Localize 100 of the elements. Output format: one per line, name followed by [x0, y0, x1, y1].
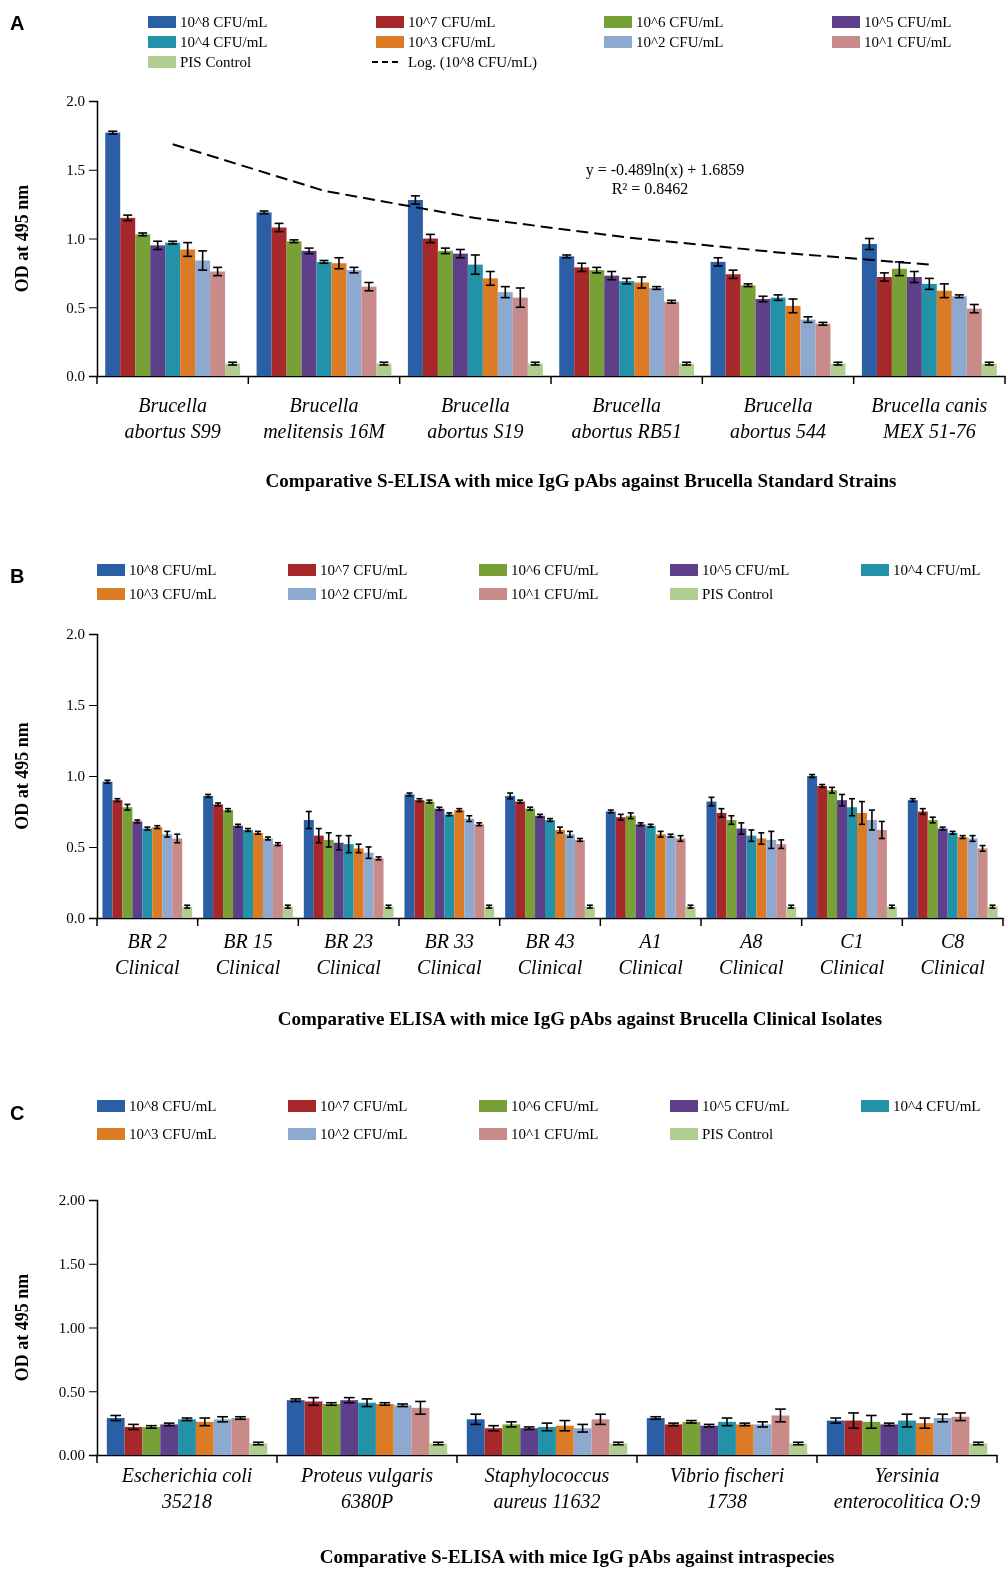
legend-label: 10^6 CFU/mL [511, 562, 599, 578]
bar [847, 807, 857, 918]
bar [675, 838, 686, 918]
legend-label: 10^8 CFU/mL [180, 14, 268, 30]
legend-label: 10^5 CFU/mL [864, 14, 952, 30]
bar [619, 281, 635, 376]
bar [358, 1402, 376, 1455]
bar [393, 1405, 412, 1456]
legend-label: 10^6 CFU/mL [636, 14, 724, 30]
bar [231, 1418, 250, 1456]
bar [646, 1418, 665, 1456]
y-tick-label: 2.00 [58, 1192, 85, 1209]
bar [756, 838, 767, 918]
legend-label: 10^4 CFU/mL [893, 1098, 981, 1114]
bar [404, 794, 415, 918]
bar [645, 825, 656, 918]
bar [755, 299, 771, 376]
bar [464, 818, 475, 918]
y-axis-title: OD at 495 nm [12, 184, 32, 293]
bar [515, 801, 526, 918]
bar [162, 834, 173, 918]
bar [135, 234, 151, 376]
bar [866, 820, 877, 918]
bar [376, 363, 392, 376]
bar [512, 297, 528, 376]
bar [718, 1421, 736, 1455]
bar [664, 1424, 683, 1455]
legend-label: 10^6 CFU/mL [511, 1098, 599, 1114]
y-tick-label: 2.0 [66, 93, 85, 110]
legend-label: 10^7 CFU/mL [408, 14, 496, 30]
bar [346, 270, 362, 376]
x-tick-label: Brucella melitensis 16M [263, 394, 387, 442]
bar [710, 261, 726, 376]
x-tick-label: Brucella abortus S99 [124, 394, 221, 442]
y-tick-label: 1.00 [58, 1319, 85, 1336]
legend-label: 10^7 CFU/mL [320, 562, 408, 578]
bar [554, 829, 565, 918]
x-tick-label: Brucella canis MEX 51-76 [871, 394, 988, 442]
y-tick-label: 1.50 [58, 1256, 85, 1273]
y-tick-label: 1.0 [66, 768, 85, 785]
bar [466, 1419, 485, 1455]
bar [635, 824, 646, 918]
bar [574, 267, 590, 376]
bar [444, 814, 455, 918]
bar [898, 1420, 916, 1455]
y-tick-label: 1.0 [66, 230, 85, 247]
bar [545, 820, 555, 918]
bar [800, 319, 816, 376]
bar [574, 839, 585, 918]
bar [497, 292, 513, 376]
bar [203, 795, 214, 918]
y-tick-label: 0.00 [58, 1447, 85, 1464]
x-tick-label: Proteus vulgaris 6380P [299, 1464, 434, 1512]
legend-label: 10^4 CFU/mL [893, 562, 981, 578]
bar [844, 1420, 863, 1455]
legend-label: 10^7 CFU/mL [320, 1098, 408, 1114]
y-tick-label: 1.5 [66, 162, 85, 179]
bar [679, 363, 695, 376]
bar [837, 800, 848, 918]
bar [634, 282, 650, 376]
bar [538, 1426, 556, 1455]
bar [876, 829, 887, 918]
bar [933, 1418, 952, 1456]
bar [132, 821, 143, 918]
bar [827, 790, 838, 918]
x-tick-label: BR 23 Clinical [316, 930, 382, 978]
bar [233, 825, 244, 918]
bar [262, 838, 273, 918]
bar [454, 810, 465, 918]
bar [484, 1428, 503, 1455]
bar [272, 844, 283, 918]
y-tick-label: 0.0 [66, 910, 85, 927]
bar [195, 1421, 214, 1455]
legend-label: 10^5 CFU/mL [702, 1098, 790, 1114]
bar [343, 844, 354, 918]
bar [505, 795, 516, 918]
bar [407, 200, 423, 376]
x-tick-label: A8 Clinical [719, 930, 784, 978]
bar [861, 244, 877, 376]
bar [951, 1416, 970, 1455]
y-axis-title: OD at 495 nm [12, 722, 32, 830]
bar [474, 824, 485, 918]
bar [331, 263, 347, 376]
bar [452, 253, 468, 376]
x-tick-label: Brucella abortus S19 [427, 394, 524, 442]
x-axis-title: Comparative ELISA with mice IgG pAbs against Brucella Clinical Isolates [277, 1008, 883, 1029]
bar [361, 286, 377, 376]
bar [225, 363, 241, 376]
bar [725, 274, 741, 376]
bar [112, 800, 123, 918]
bar [981, 363, 997, 376]
y-tick-label: 0.5 [66, 839, 85, 856]
bar [340, 1400, 359, 1456]
bar [736, 828, 747, 918]
bar [213, 804, 224, 918]
bar [826, 1420, 845, 1455]
bar [223, 810, 234, 918]
bar [682, 1421, 701, 1455]
bar [740, 285, 756, 376]
bar [856, 812, 867, 918]
